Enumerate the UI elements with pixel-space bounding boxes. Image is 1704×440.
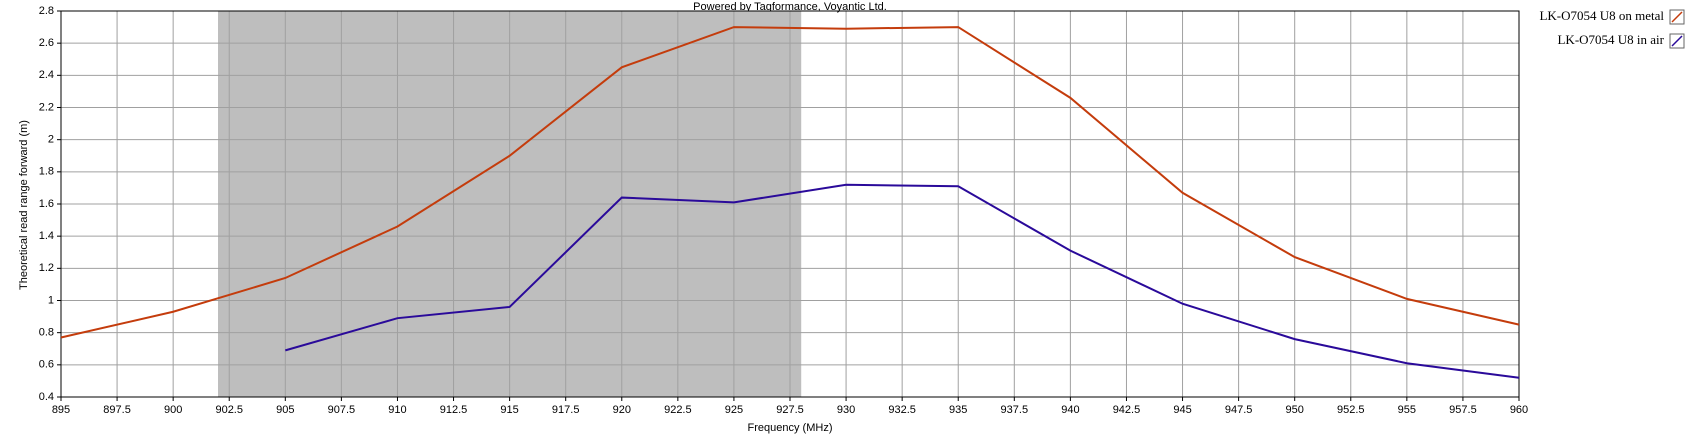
x-tick-label: 935	[949, 404, 967, 416]
x-tick-label: 917.5	[552, 404, 580, 416]
x-tick-label: 960	[1510, 404, 1528, 416]
chart-title: Powered by Tagformance, Voyantic Ltd.	[693, 1, 887, 13]
y-tick-label: 2.6	[39, 37, 54, 49]
x-tick-label: 942.5	[1113, 404, 1141, 416]
legend-label: LK-O7054 U8 in air	[1557, 32, 1664, 47]
x-tick-label: 905	[276, 404, 294, 416]
y-tick-label: 1.8	[39, 166, 54, 178]
x-tick-label: 950	[1286, 404, 1304, 416]
x-tick-label: 932.5	[888, 404, 916, 416]
x-tick-label: 957.5	[1449, 404, 1477, 416]
y-tick-label: 0.6	[39, 359, 54, 371]
x-tick-label: 895	[52, 404, 70, 416]
y-tick-label: 2.8	[39, 5, 54, 17]
x-tick-label: 922.5	[664, 404, 692, 416]
x-tick-label: 910	[388, 404, 406, 416]
y-tick-label: 1.6	[39, 198, 54, 210]
y-tick-label: 0.4	[39, 391, 54, 403]
legend-swatch-line	[1671, 35, 1683, 47]
series-line	[60, 26, 1520, 339]
x-tick-label: 925	[725, 404, 743, 416]
x-tick-label: 900	[164, 404, 182, 416]
legend: LK-O7054 U8 on metal LK-O7054 U8 in air	[1539, 8, 1685, 49]
x-tick-label: 912.5	[440, 404, 468, 416]
x-tick-label: 955	[1398, 404, 1416, 416]
plot-frame	[60, 10, 1520, 398]
x-axis-label: Frequency (MHz)	[748, 422, 833, 434]
y-tick-label: 1.4	[39, 230, 54, 242]
x-tick-label: 945	[1173, 404, 1191, 416]
x-tick-label: 937.5	[1001, 404, 1029, 416]
y-tick-label: 2.2	[39, 101, 54, 113]
x-tick-label: 902.5	[215, 404, 243, 416]
x-tick-label: 947.5	[1225, 404, 1253, 416]
y-tick-label: 2	[48, 134, 54, 146]
x-tick-label: 907.5	[328, 404, 356, 416]
x-tick-label: 915	[500, 404, 518, 416]
y-tick-label: 1	[48, 294, 54, 306]
legend-label: LK-O7054 U8 on metal	[1539, 8, 1664, 23]
y-axis-label: Theoretical read range forward (m)	[18, 120, 30, 290]
x-tick-label: 920	[613, 404, 631, 416]
legend-swatch-line	[1671, 11, 1683, 23]
x-tick-label: 927.5	[776, 404, 804, 416]
y-tick-label: 0.8	[39, 327, 54, 339]
x-tick-label: 952.5	[1337, 404, 1365, 416]
x-tick-label: 897.5	[103, 404, 131, 416]
series-line	[285, 183, 1520, 379]
x-tick-label: 930	[837, 404, 855, 416]
y-tick-label: 2.4	[39, 69, 54, 81]
y-tick-label: 1.2	[39, 262, 54, 274]
x-tick-label: 940	[1061, 404, 1079, 416]
